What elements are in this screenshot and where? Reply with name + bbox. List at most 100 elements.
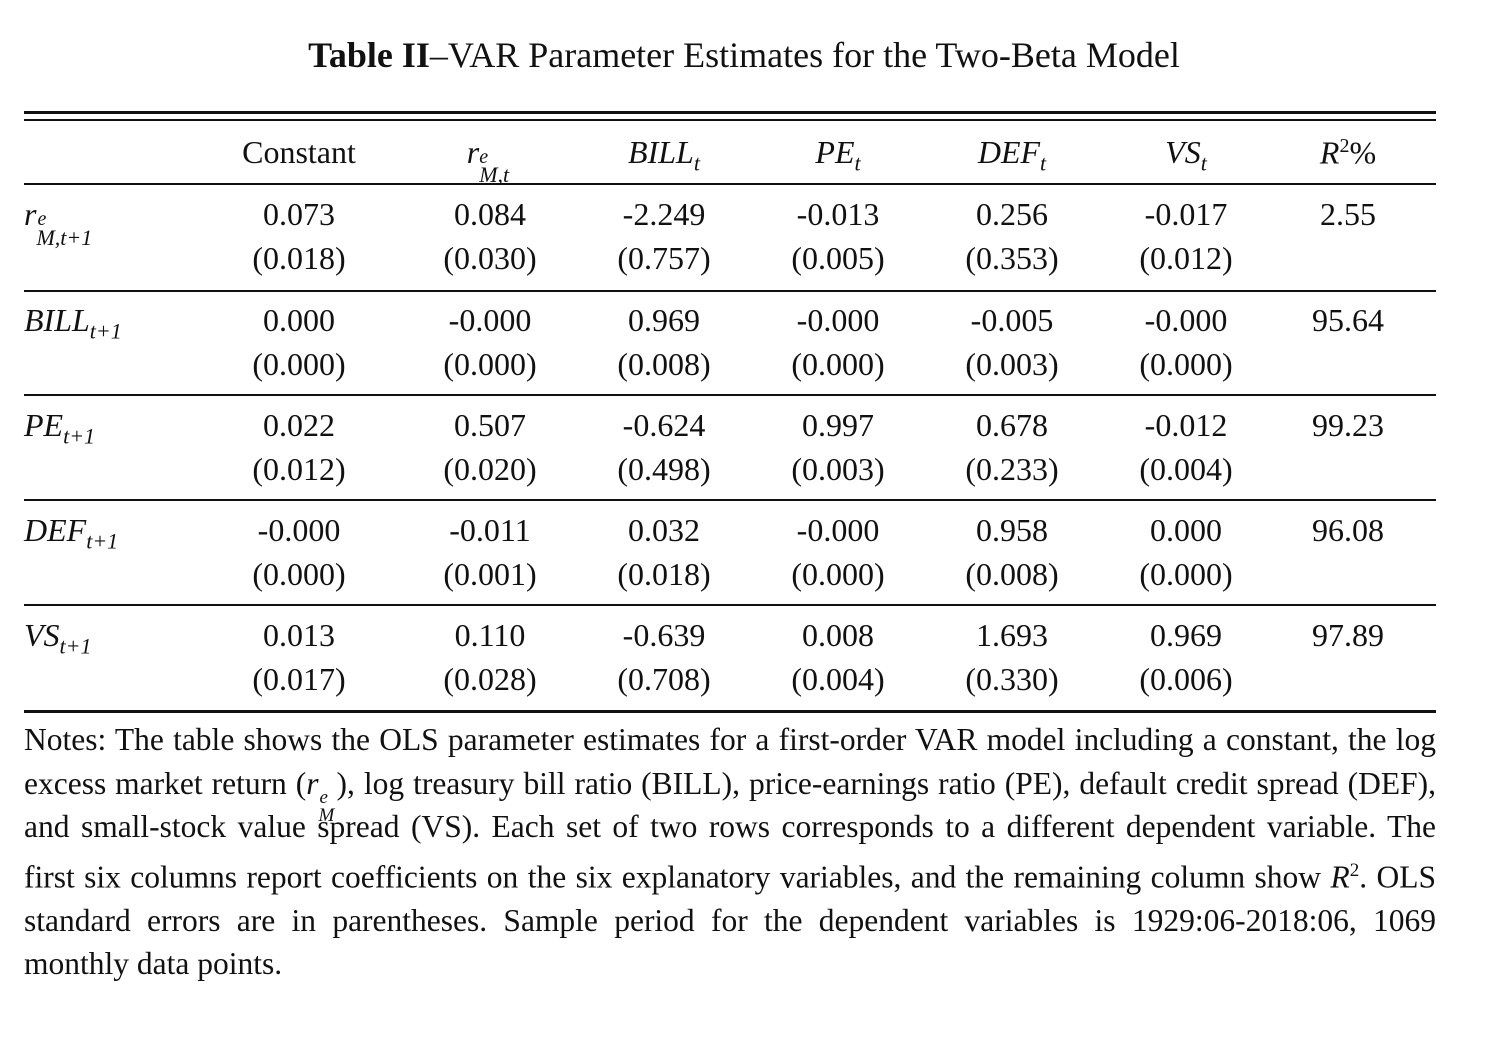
coefficient-cell: 0.013 [263, 617, 335, 653]
header-pe-main: PE [815, 134, 855, 170]
standard-error-cell: (0.000) [1139, 556, 1233, 592]
standard-error-cell: (0.000) [791, 346, 885, 382]
header-r-sup: e [479, 146, 489, 168]
coefficient-cell: 0.084 [454, 196, 526, 232]
coefficient-cell: -0.011 [449, 512, 531, 548]
standard-error-cell: (0.012) [252, 451, 346, 487]
standard-error-cell: (0.353) [965, 240, 1059, 276]
standard-error-cell: (0.000) [252, 346, 346, 382]
standard-error-cell: (0.004) [791, 661, 885, 697]
header-vs: VSt [1106, 136, 1266, 174]
header-rule [24, 183, 1436, 185]
standard-error-cell: (0.001) [443, 556, 537, 592]
row-label: BILLt+1 [24, 304, 122, 342]
header-pe: PEt [758, 136, 918, 174]
row-label-main: VS [24, 617, 60, 653]
row-label-main: r [24, 196, 37, 232]
r-squared-cell: 99.23 [1312, 407, 1384, 443]
row-divider [24, 604, 1436, 606]
coefficient-cell: -0.000 [796, 512, 880, 548]
coefficient-cell: 0.256 [976, 196, 1048, 232]
standard-error-cell: (0.028) [443, 661, 537, 697]
standard-error-cell: (0.003) [965, 346, 1059, 382]
coefficient-cell: 0.032 [628, 512, 700, 548]
header-bill-sub: t [693, 150, 700, 176]
coefficient-cell: 0.958 [976, 512, 1048, 548]
row-label-sub: t+1 [86, 528, 119, 554]
header-r2-main: R [1319, 134, 1340, 171]
top-rule-2 [24, 119, 1436, 121]
row-label-sup: e [37, 208, 47, 230]
notes-part3: . OLS standard errors are in parentheses… [24, 859, 1436, 981]
header-bill: BILLt [584, 136, 744, 174]
standard-error-cell: (0.012) [1139, 240, 1233, 276]
header-market-return: r e M,t [410, 136, 570, 186]
coefficient-cell: 0.000 [1150, 512, 1222, 548]
standard-error-cell: (0.003) [791, 451, 885, 487]
standard-error-cell: (0.000) [1139, 346, 1233, 382]
row-label-scripts: e M,t+1 [36, 209, 126, 249]
standard-error-cell: (0.330) [965, 661, 1059, 697]
table-title-label: Table II [308, 35, 430, 75]
header-vs-sub: t [1200, 150, 1207, 176]
row-label: r e M,t+1 [24, 196, 126, 249]
standard-error-cell: (0.006) [1139, 661, 1233, 697]
row-label: PEt+1 [24, 409, 95, 447]
header-pe-sub: t [854, 150, 861, 176]
coefficient-cell: 0.022 [263, 407, 335, 443]
header-r2-pct: % [1349, 134, 1377, 171]
coefficient-cell: 0.678 [976, 407, 1048, 443]
coefficient-cell: 0.969 [1150, 617, 1222, 653]
standard-error-cell: (0.000) [443, 346, 537, 382]
standard-error-cell: (0.008) [965, 556, 1059, 592]
notes-part1: Notes: The table shows the OLS parameter… [24, 722, 1436, 801]
row-label-sub: M,t+1 [36, 225, 93, 250]
standard-error-cell: (0.000) [791, 556, 885, 592]
coefficient-cell: 1.693 [976, 617, 1048, 653]
row-divider [24, 394, 1436, 396]
standard-error-cell: (0.017) [252, 661, 346, 697]
r-squared-cell: 97.89 [1312, 617, 1384, 653]
row-label-sub: t+1 [59, 633, 92, 659]
table-notes: Notes: The table shows the OLS parameter… [24, 718, 1436, 986]
row-label-main: BILL [24, 302, 90, 338]
row-divider [24, 290, 1436, 292]
standard-error-cell: (0.018) [617, 556, 711, 592]
row-divider [24, 710, 1436, 713]
notes-part2: ), log treasury bill ratio (BILL), price… [24, 765, 1436, 895]
coefficient-cell: 0.000 [263, 302, 335, 338]
row-label: VSt+1 [24, 619, 92, 657]
r-squared-cell: 2.55 [1320, 196, 1376, 232]
header-bill-main: BILL [628, 134, 694, 170]
row-label-sub: t+1 [63, 423, 96, 449]
table-title-text: –VAR Parameter Estimates for the Two-Bet… [429, 35, 1180, 75]
header-def-sub: t [1040, 150, 1047, 176]
coefficient-cell: -0.639 [622, 617, 706, 653]
standard-error-cell: (0.004) [1139, 451, 1233, 487]
row-label-sub: t+1 [89, 318, 122, 344]
top-rule-1 [24, 111, 1436, 114]
standard-error-cell: (0.000) [252, 556, 346, 592]
r-squared-cell: 95.64 [1312, 302, 1384, 338]
header-r-squared: R2% [1268, 136, 1428, 169]
coefficient-cell: -0.013 [796, 196, 880, 232]
coefficient-cell: 0.073 [263, 196, 335, 232]
coefficient-cell: -0.000 [796, 302, 880, 338]
coefficient-cell: -2.249 [622, 196, 706, 232]
coefficient-cell: -0.000 [1144, 302, 1228, 338]
coefficient-cell: 0.997 [802, 407, 874, 443]
coefficient-cell: -0.017 [1144, 196, 1228, 232]
standard-error-cell: (0.708) [617, 661, 711, 697]
notes-rm-sup: e [319, 786, 328, 808]
header-r-sub: M,t [479, 162, 510, 187]
standard-error-cell: (0.498) [617, 451, 711, 487]
standard-error-cell: (0.233) [965, 451, 1059, 487]
coefficient-cell: -0.000 [257, 512, 341, 548]
header-r2-sup: 2 [1339, 135, 1350, 157]
standard-error-cell: (0.030) [443, 240, 537, 276]
header-vs-main: VS [1165, 134, 1201, 170]
notes-r2-sup: 2 [1349, 859, 1360, 881]
notes-rm-main: r [306, 765, 319, 801]
row-divider [24, 499, 1436, 501]
coefficient-cell: -0.624 [622, 407, 706, 443]
